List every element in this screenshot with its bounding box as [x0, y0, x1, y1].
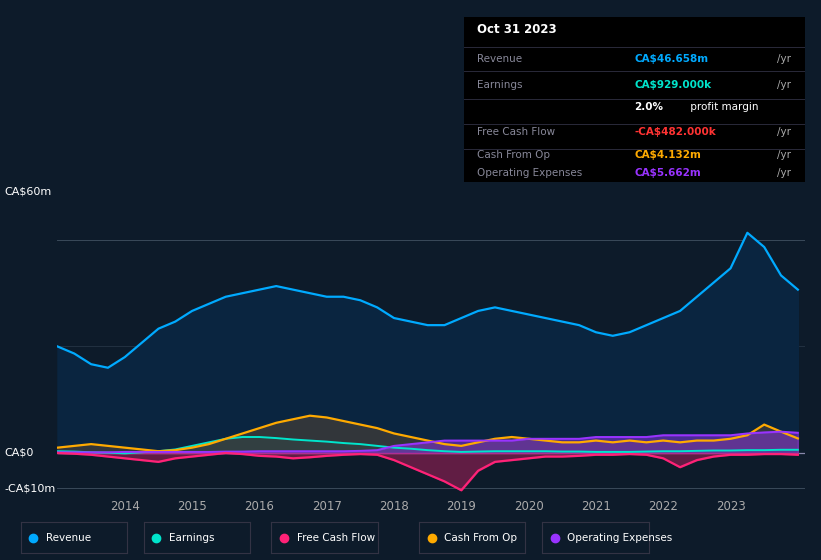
Text: /yr: /yr [777, 150, 791, 160]
Text: Cash From Op: Cash From Op [478, 150, 551, 160]
Text: Operating Expenses: Operating Expenses [478, 168, 583, 178]
Text: CA$929.000k: CA$929.000k [635, 80, 711, 90]
Text: /yr: /yr [777, 80, 791, 90]
Text: CA$60m: CA$60m [4, 186, 52, 196]
Text: Revenue: Revenue [46, 533, 91, 543]
Text: CA$5.662m: CA$5.662m [635, 168, 701, 178]
Text: Revenue: Revenue [478, 54, 523, 64]
Text: CA$4.132m: CA$4.132m [635, 150, 701, 160]
Text: /yr: /yr [777, 54, 791, 64]
Text: -CA$10m: -CA$10m [4, 483, 55, 493]
Text: Earnings: Earnings [478, 80, 523, 90]
Text: -CA$482.000k: -CA$482.000k [635, 127, 716, 137]
Text: Free Cash Flow: Free Cash Flow [478, 127, 556, 137]
Text: 2.0%: 2.0% [635, 102, 663, 112]
Text: CA$0: CA$0 [4, 448, 34, 458]
Text: profit margin: profit margin [687, 102, 759, 112]
Text: /yr: /yr [777, 168, 791, 178]
Text: /yr: /yr [777, 127, 791, 137]
Text: Oct 31 2023: Oct 31 2023 [478, 23, 557, 36]
Text: Operating Expenses: Operating Expenses [567, 533, 672, 543]
Text: Free Cash Flow: Free Cash Flow [296, 533, 374, 543]
Text: Cash From Op: Cash From Op [444, 533, 517, 543]
Text: CA$46.658m: CA$46.658m [635, 54, 709, 64]
Text: Earnings: Earnings [169, 533, 215, 543]
